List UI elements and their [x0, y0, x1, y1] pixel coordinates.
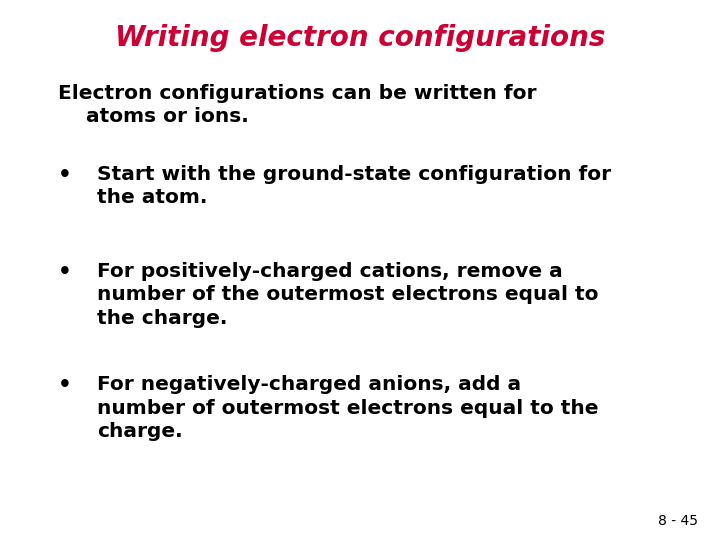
Text: For positively-charged cations, remove a
number of the outermost electrons equal: For positively-charged cations, remove a…	[97, 262, 599, 328]
Text: 8 - 45: 8 - 45	[658, 514, 698, 528]
Text: Start with the ground-state configuration for
the atom.: Start with the ground-state configuratio…	[97, 165, 611, 207]
Text: •: •	[58, 165, 71, 185]
Text: Electron configurations can be written for
    atoms or ions.: Electron configurations can be written f…	[58, 84, 536, 126]
Text: Writing electron configurations: Writing electron configurations	[114, 24, 606, 52]
Text: •: •	[58, 375, 71, 395]
Text: •: •	[58, 262, 71, 282]
Text: For negatively-charged anions, add a
number of outermost electrons equal to the
: For negatively-charged anions, add a num…	[97, 375, 599, 441]
